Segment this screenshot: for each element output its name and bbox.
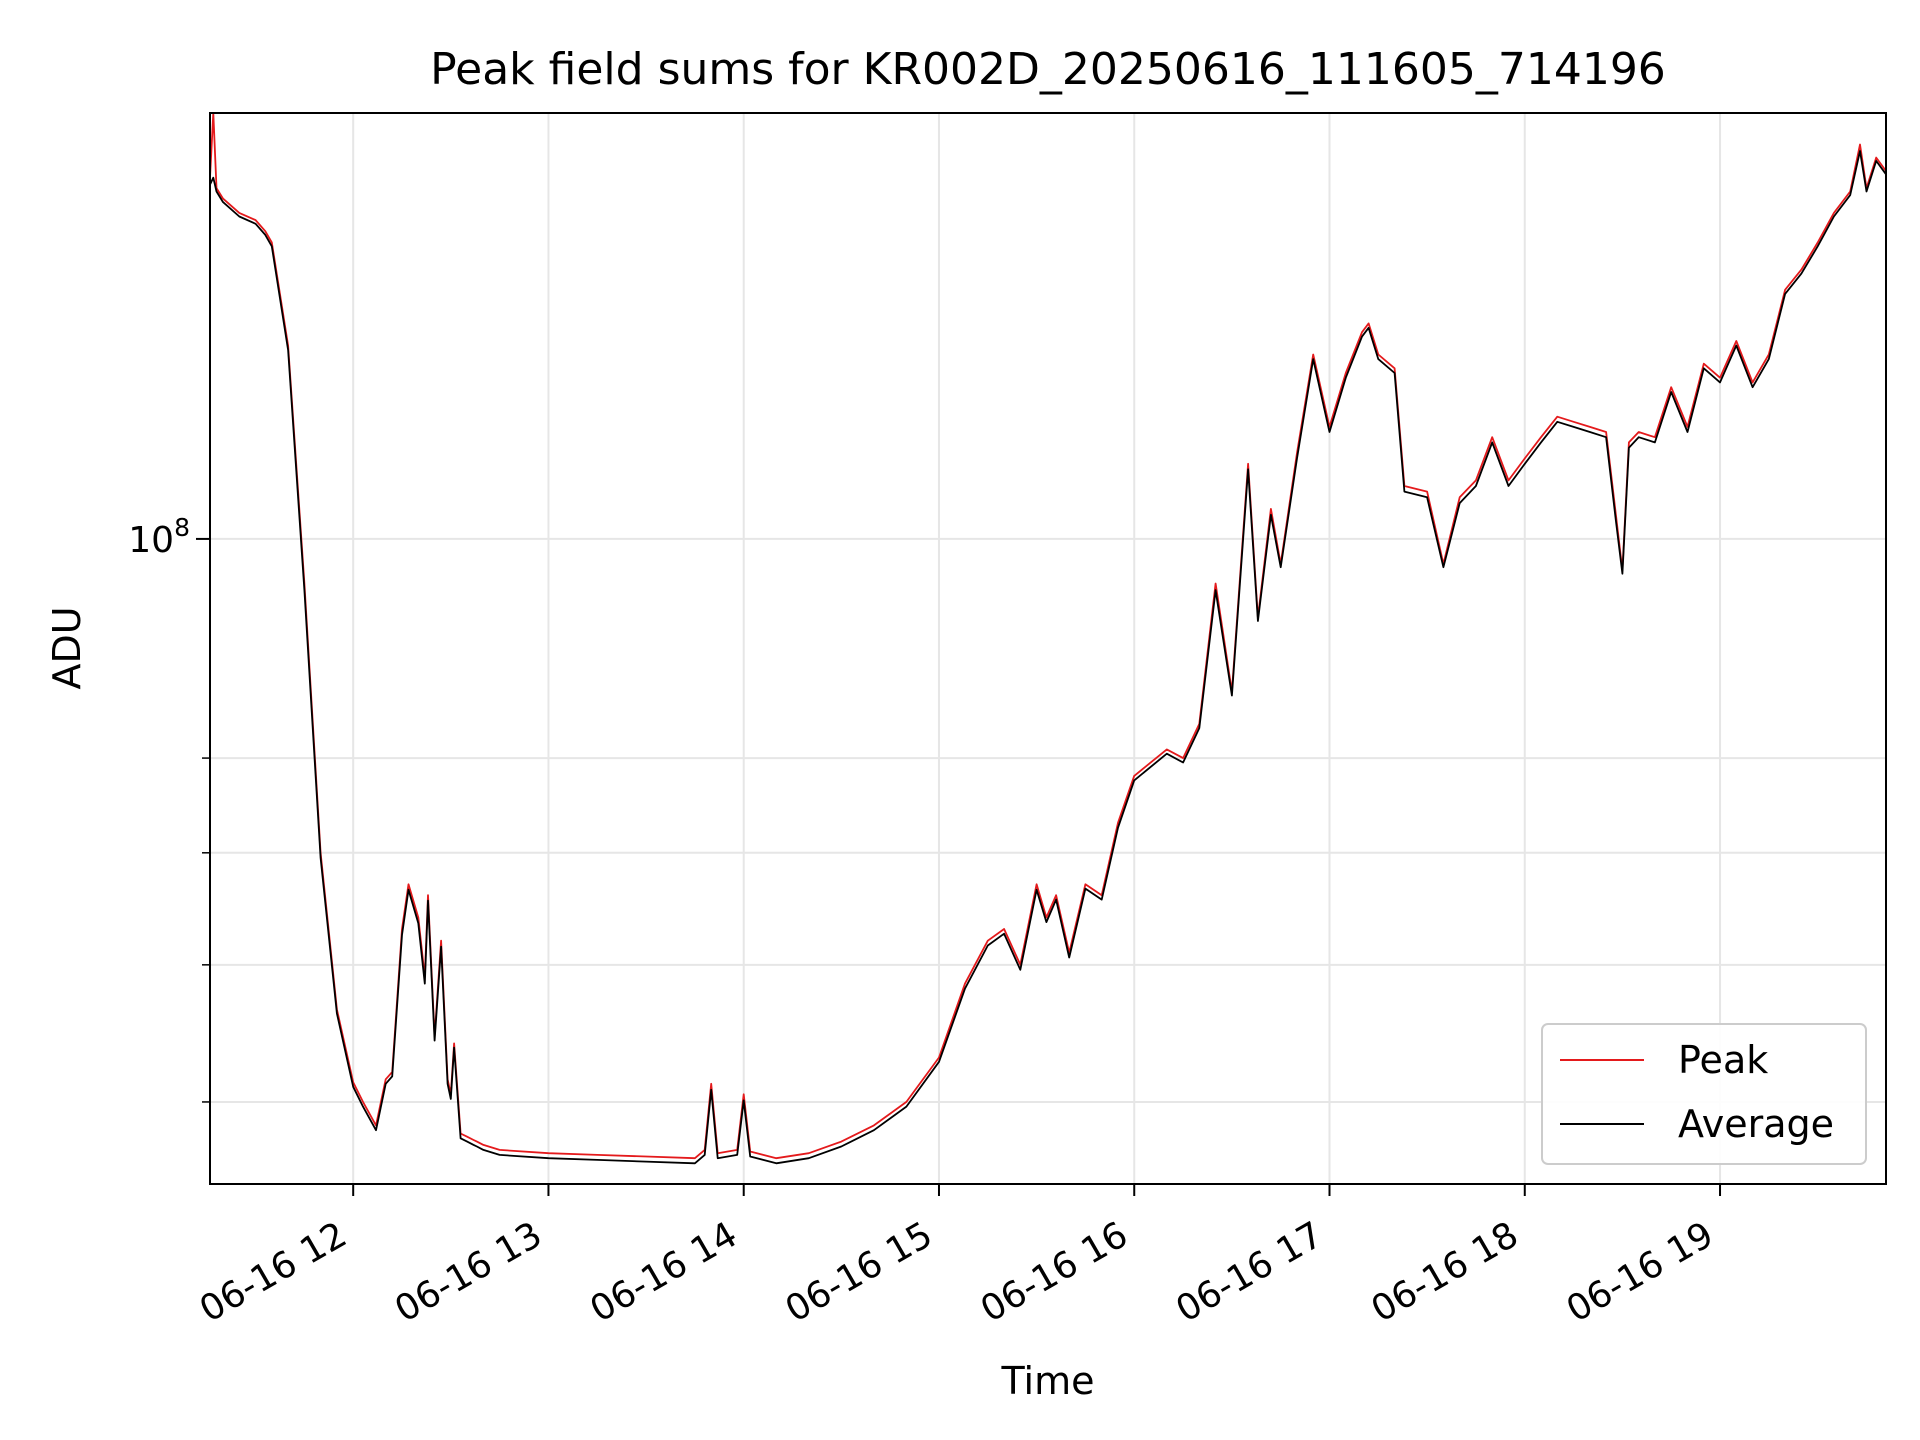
series-line-average [209, 150, 1887, 1165]
x-axis-label: Time [1001, 1359, 1095, 1403]
series-layer [209, 112, 1887, 1165]
grid [210, 113, 1886, 1184]
legend-average-label: Average [1678, 1102, 1834, 1146]
y-axis-label: ADU [45, 606, 89, 689]
legend-peak-label: Peak [1678, 1038, 1768, 1082]
plot-frame [209, 112, 1887, 1185]
y-axis-ticks: 108 [128, 513, 210, 1103]
y-tick-label: 108 [128, 513, 190, 561]
legend: Peak Average [1541, 1023, 1867, 1165]
chart-title: Peak field sums for KR002D_20250616_1116… [430, 44, 1666, 95]
